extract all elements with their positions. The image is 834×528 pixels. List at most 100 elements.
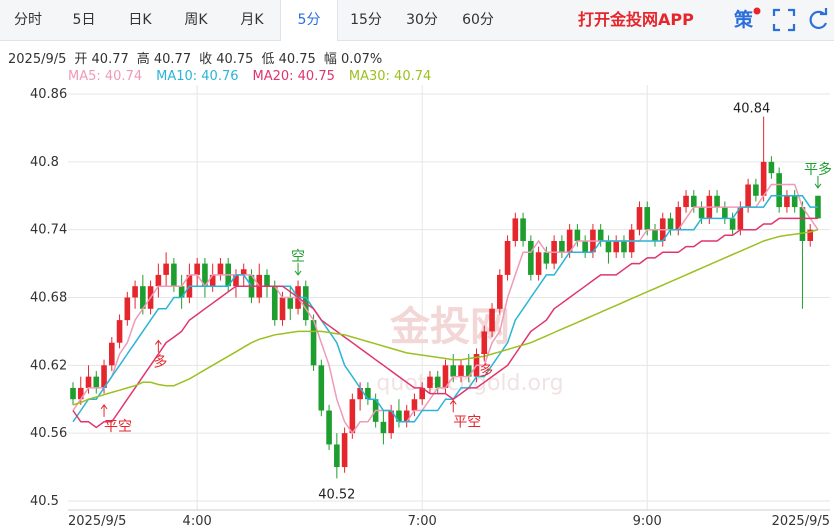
legend: MA5: 40.74 MA10: 40.76 MA20: 40.75 MA30: 40… — [68, 69, 445, 84]
candle-body — [582, 240, 588, 253]
candle-body — [559, 240, 565, 253]
candle-body — [318, 365, 325, 411]
candle-body — [760, 161, 767, 196]
candle-body — [512, 218, 519, 241]
candle-body — [528, 240, 534, 275]
candle-body — [597, 229, 604, 241]
candle-body — [70, 387, 76, 400]
ma-line — [72, 195, 818, 423]
candle-body — [698, 207, 705, 219]
high-label: 40.84 — [733, 102, 770, 117]
candle-body — [520, 218, 526, 241]
watermark-url: quote.cngold.org — [376, 371, 563, 396]
tab[interactable]: 周K — [184, 12, 208, 28]
candle-body — [365, 387, 371, 400]
brand-link[interactable]: 打开金投网APP — [578, 10, 694, 29]
candle-body — [636, 207, 643, 230]
candle-body — [590, 229, 596, 253]
tab[interactable]: 5分 — [280, 0, 338, 41]
y-tick-label: 40.8 — [30, 155, 59, 170]
low-label: 40.52 — [318, 487, 355, 502]
signal-label: 平空 — [453, 414, 481, 430]
candle-body — [722, 207, 728, 219]
candle-body — [745, 184, 751, 208]
info-item: 收 40.75 — [199, 52, 254, 67]
y-tick-label: 40.86 — [30, 87, 67, 102]
candle-body — [427, 376, 433, 388]
info-date: 2025/9/5 — [8, 52, 67, 67]
candle-body — [217, 263, 224, 275]
y-tick-label: 40.68 — [30, 291, 67, 306]
candle-body — [132, 286, 138, 298]
legend-entry: MA5: 40.74 — [68, 69, 143, 84]
signal-label: 多 — [153, 353, 167, 370]
candle-body — [737, 207, 744, 230]
candle-body — [667, 218, 674, 230]
info-item: 开 40.77 — [74, 52, 129, 67]
candle-body — [659, 218, 666, 241]
x-tick-label: 9:00 — [633, 514, 662, 528]
candle-body — [186, 274, 193, 298]
candle-body — [419, 387, 425, 400]
candle-body — [349, 399, 356, 434]
signal-arrow — [100, 404, 108, 417]
candle-body — [233, 274, 239, 287]
candles — [70, 116, 821, 479]
info-item: 幅 0.07% — [323, 52, 383, 67]
candle-body — [566, 229, 573, 253]
signal-label: 多 — [479, 362, 493, 379]
candle-body — [155, 274, 162, 287]
candle-body — [613, 240, 619, 253]
candle-body — [357, 387, 363, 400]
x-tick-label: 4:00 — [183, 514, 212, 528]
candle-body — [334, 444, 340, 468]
candle-body — [652, 229, 658, 241]
candle-body — [403, 410, 410, 422]
signal-label: 空 — [291, 249, 305, 265]
strategy-icon[interactable]: 策 — [734, 9, 754, 31]
candle-body — [93, 376, 100, 388]
candle-body — [768, 161, 775, 174]
candle-body — [465, 365, 472, 377]
candle-body — [497, 274, 503, 309]
tab[interactable]: 月K — [240, 12, 264, 28]
candle-body — [256, 274, 263, 298]
candle-body — [271, 286, 278, 321]
candle-body — [116, 320, 123, 343]
candle-body — [791, 195, 798, 208]
tab[interactable]: 30分 — [406, 12, 438, 28]
tab[interactable]: 分时 — [14, 12, 42, 28]
candle-body — [535, 252, 542, 275]
tab[interactable]: 日K — [128, 12, 152, 28]
tab[interactable]: 60分 — [462, 12, 494, 28]
candle-body — [209, 274, 216, 287]
candle-body — [644, 207, 651, 230]
signal-arrow — [154, 339, 162, 353]
candle-body — [729, 218, 736, 230]
candle-body — [504, 240, 511, 275]
candle-body — [543, 252, 550, 264]
candle-body — [341, 433, 348, 468]
signal-arrow — [294, 262, 302, 276]
candle-body — [714, 195, 720, 208]
tab[interactable]: 5日 — [72, 12, 96, 28]
candle-body — [380, 421, 387, 434]
candle-body — [295, 286, 301, 309]
candle-body — [124, 297, 131, 321]
candle-body — [605, 240, 612, 253]
candle-body — [202, 263, 208, 287]
x-tick-label: 2025/9/5 — [772, 514, 830, 528]
candle-body — [411, 399, 418, 411]
info-item: 高 40.77 — [136, 52, 192, 67]
candle-body — [784, 195, 790, 208]
info-item: 低 40.75 — [261, 52, 316, 67]
candle-body — [101, 365, 107, 388]
tab[interactable]: 15分 — [350, 12, 382, 28]
candle-body — [225, 263, 231, 287]
y-tick-label: 40.74 — [30, 223, 67, 238]
legend-entry: MA20: 40.75 — [252, 69, 335, 84]
candle-body — [574, 229, 581, 241]
candle-body — [753, 184, 759, 196]
candle-body — [372, 399, 379, 422]
